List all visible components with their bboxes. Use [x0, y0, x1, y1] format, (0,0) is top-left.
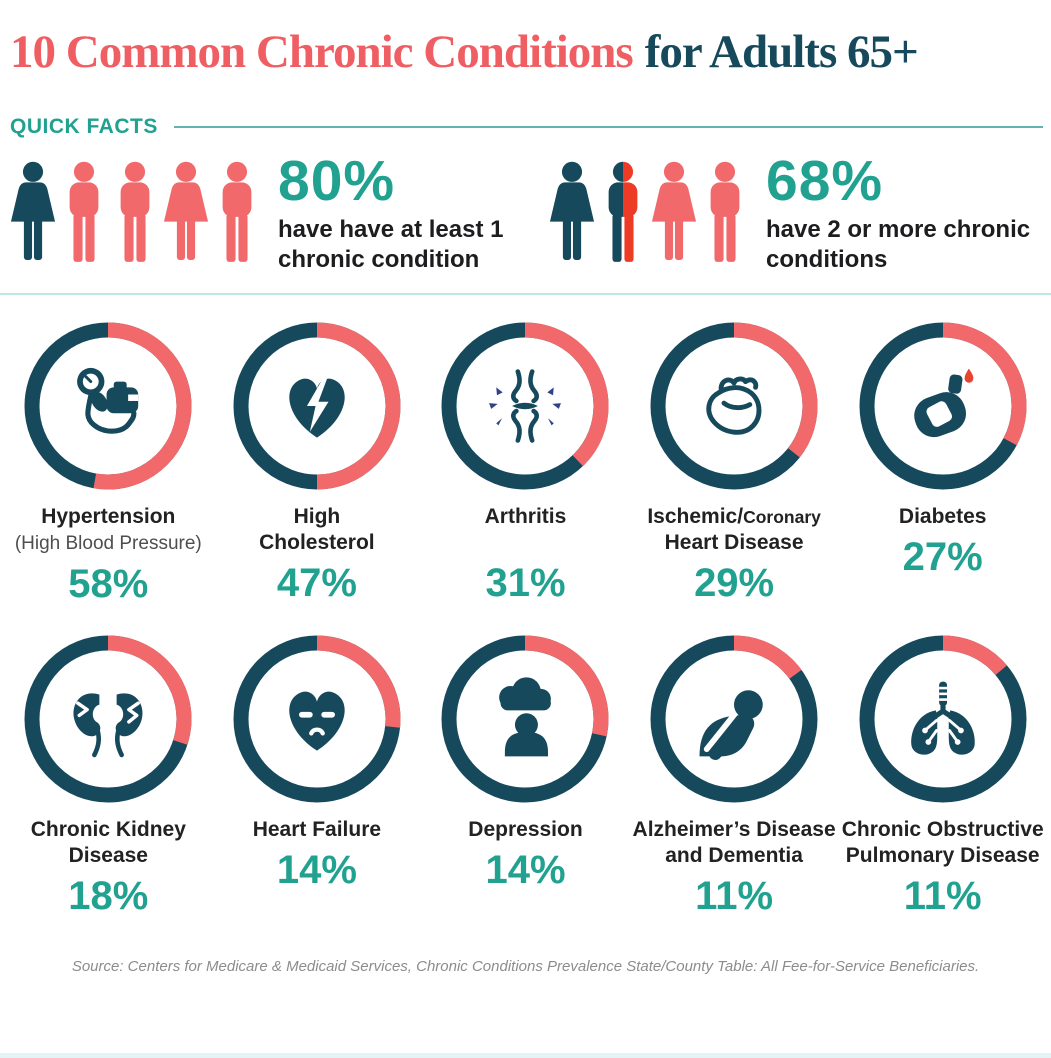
title-suffix: for Adults 65+: [644, 26, 919, 78]
title-main: 10 Common Chronic Conditions: [10, 26, 634, 78]
condition-name: Chronic Kidney Disease: [30, 817, 186, 867]
infographic-root: 10 Common Chronic Conditions for Adults 6…: [0, 26, 1051, 1058]
donut-ring: [859, 635, 1027, 803]
sad-heart-icon: [232, 634, 402, 804]
person-icon-woman-coral: [163, 157, 209, 271]
person-icon-man-coral: [61, 157, 107, 271]
bone-joint-icon: [440, 321, 610, 491]
condition-percent: 11%: [695, 873, 774, 918]
person-icon-woman-coral: [651, 157, 697, 271]
condition-name: Heart Failure: [252, 817, 382, 841]
condition-name: High Cholesterol: [259, 504, 375, 554]
glucose-meter-icon: [858, 321, 1028, 491]
condition-card-copd: Chronic Obstructive Pulmonary Disease 11…: [838, 634, 1047, 916]
condition-percent: 18%: [68, 873, 149, 918]
condition-card-diabetes: Diabetes 27%: [838, 321, 1047, 604]
person-icons-group: [549, 157, 748, 271]
kidneys-icon: [23, 634, 193, 804]
condition-name: Hypertension (High Blood Pressure): [14, 504, 202, 554]
condition-subtitle: (High Blood Pressure): [14, 532, 202, 554]
source-note: Source: Centers for Medicare & Medicaid …: [71, 957, 980, 975]
section-divider: [0, 292, 1051, 295]
condition-card-arthritis: Arthritis 31%: [421, 321, 630, 604]
condition-card-alzheimers-dementia: Alzheimer’s Disease and Dementia 11%: [630, 634, 839, 916]
person-icon-woman-dark: [549, 157, 595, 271]
person-icons-group: [10, 157, 260, 271]
condition-name: Alzheimer’s Disease and Dementia: [632, 817, 836, 867]
fact-percent: 80%: [278, 148, 396, 213]
condition-percent: 14%: [276, 847, 357, 892]
quick-fact-at-least-one: 80% have have at least 1 chronic conditi…: [10, 148, 545, 275]
condition-name: Depression: [468, 817, 583, 841]
condition-card-chronic-kidney-disease: Chronic Kidney Disease 18%: [4, 634, 213, 916]
condition-percent: 29%: [694, 560, 775, 605]
condition-percent: 47%: [276, 560, 357, 605]
anatomical-heart-icon: [649, 321, 819, 491]
condition-card-hypertension: Hypertension (High Blood Pressure) 58%: [4, 321, 213, 604]
fact-percent: 68%: [766, 148, 884, 213]
bottom-strip: [0, 1053, 1051, 1058]
lungs-icon: [858, 634, 1028, 804]
person-icon-man-coral: [112, 157, 158, 271]
quick-facts-rule: [173, 125, 1043, 128]
condition-name: Arthritis: [484, 504, 567, 528]
fact-description: have 2 or more chronic conditions: [766, 215, 1031, 273]
person-icon-woman-dark: [10, 157, 56, 271]
condition-percent: 31%: [485, 560, 566, 605]
condition-name: Chronic Obstructive Pulmonary Disease: [841, 817, 1044, 867]
condition-card-high-cholesterol: High Cholesterol 47%: [213, 321, 422, 604]
condition-percent: 58%: [68, 561, 149, 606]
condition-percent: 14%: [485, 847, 566, 892]
donut-ring: [24, 635, 192, 803]
condition-card-ischemic-heart-disease: Ischemic/Coronary Heart Disease 29%: [630, 321, 839, 604]
person-icon-man-coral: [214, 157, 260, 271]
blood-pressure-monitor-icon: [23, 321, 193, 491]
person-icon-man-coral: [702, 157, 748, 271]
fact-description: have have at least 1 chronic condition: [278, 215, 504, 273]
condition-name: Ischemic/Coronary Heart Disease: [647, 504, 821, 554]
person-rain-cloud-icon: [440, 634, 610, 804]
condition-card-depression: Depression 14%: [421, 634, 630, 916]
quick-facts-row: 80% have have at least 1 chronic conditi…: [10, 148, 1041, 275]
condition-percent: 27%: [902, 534, 983, 579]
person-icon-man-split: [600, 157, 646, 271]
page-title: 10 Common Chronic Conditions for Adults 6…: [10, 26, 1051, 79]
conditions-grid: Hypertension (High Blood Pressure) 58%: [4, 321, 1047, 916]
quick-facts-header: QUICK FACTS: [10, 115, 1043, 139]
quick-facts-label: QUICK FACTS: [10, 114, 158, 138]
broken-heart-lightning-icon: [232, 321, 402, 491]
condition-percent: 11%: [903, 873, 982, 918]
quick-fact-two-or-more: 68% have 2 or more chronic conditions: [549, 148, 1031, 275]
person-memory-loss-icon: [649, 634, 819, 804]
condition-name: Diabetes: [898, 504, 987, 528]
condition-card-heart-failure: Heart Failure 14%: [213, 634, 422, 916]
